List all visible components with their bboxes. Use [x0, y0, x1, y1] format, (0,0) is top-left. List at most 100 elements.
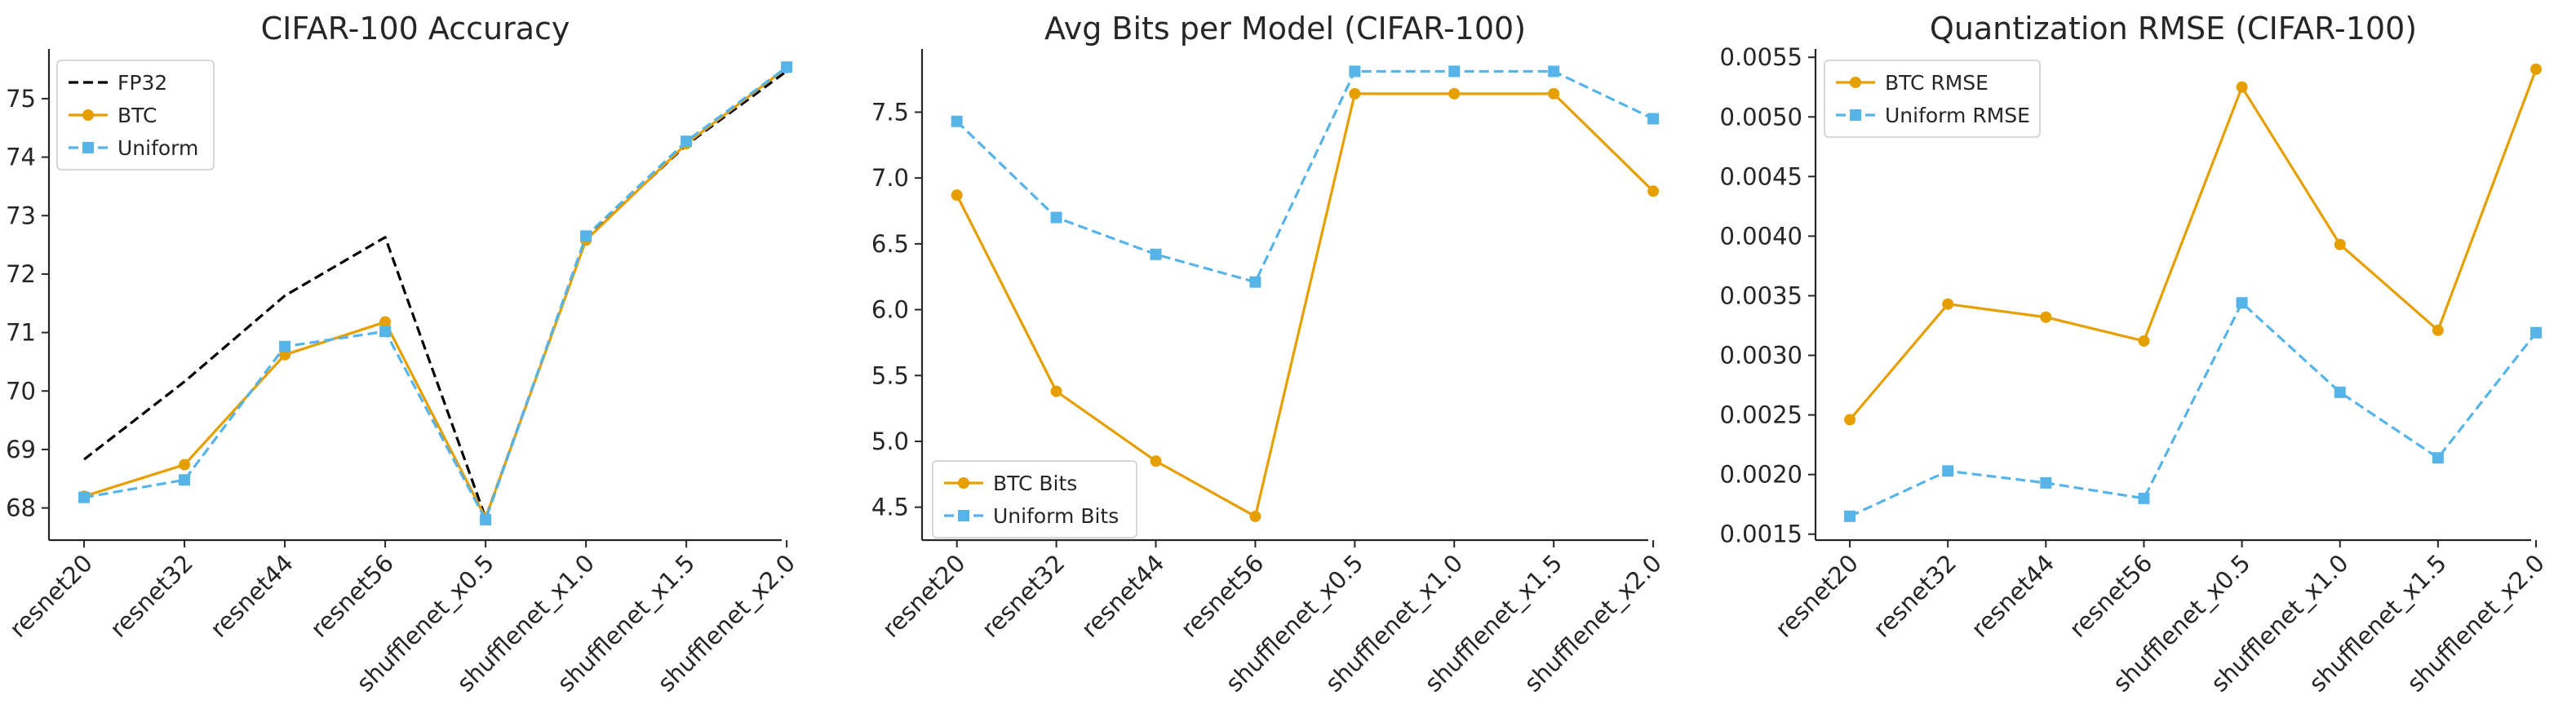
- x-tick-label: resnet56: [305, 549, 399, 643]
- data-point: [1548, 65, 1560, 78]
- y-tick-label: 69: [6, 436, 36, 463]
- y-tick-label: 7.5: [871, 98, 909, 126]
- series-uniform: [78, 61, 793, 525]
- data-point: [379, 316, 392, 328]
- y-tick-label: 73: [6, 202, 36, 229]
- series-line: [83, 65, 788, 521]
- series-line: [955, 69, 1654, 284]
- data-point: [1249, 510, 1261, 522]
- data-point: [1647, 113, 1660, 125]
- data-point: [2334, 238, 2346, 250]
- data-point: [1942, 298, 1954, 310]
- data-point: [1844, 414, 1856, 426]
- y-tick-label: 0.0045: [1720, 162, 1802, 190]
- data-point: [1349, 65, 1361, 78]
- legend-label: BTC Bits: [993, 472, 1077, 495]
- legend-label: Uniform Bits: [993, 504, 1119, 528]
- x-tick-label: resnet44: [205, 549, 299, 643]
- data-point: [1448, 65, 1461, 78]
- data-point: [1150, 455, 1162, 467]
- y-tick-label: 0.0020: [1720, 461, 1802, 489]
- x-tick-label: resnet20: [1770, 549, 1864, 643]
- data-point: [1249, 276, 1261, 288]
- series-line: [955, 92, 1655, 518]
- y-tick-label: 4.5: [871, 494, 909, 521]
- y-tick-label: 0.0030: [1720, 342, 1802, 370]
- legend-frame: [932, 460, 1137, 538]
- series-uniform-bits: [951, 65, 1660, 288]
- data-point: [1942, 465, 1954, 477]
- series-line: [1848, 69, 2538, 421]
- y-tick-label: 68: [6, 494, 36, 522]
- series-line: [83, 69, 788, 520]
- data-point: [2334, 386, 2346, 398]
- y-tick-label: 75: [6, 85, 36, 113]
- x-tick-label: resnet32: [1868, 549, 1962, 643]
- data-point: [1647, 185, 1660, 197]
- data-point: [2236, 297, 2248, 309]
- data-point: [1050, 385, 1062, 397]
- series-fp32: [83, 69, 788, 520]
- x-tick-label: resnet32: [104, 549, 198, 643]
- data-point: [2040, 311, 2052, 323]
- data-point: [951, 189, 963, 202]
- chart-panel-3: Quantization RMSE (CIFAR-100) 0.0015 0.002…: [1720, 11, 2550, 698]
- legend-marker: [958, 477, 969, 489]
- legend: BTC RMSE Uniform RMSE: [1824, 60, 2041, 138]
- data-point: [681, 135, 693, 148]
- legend-marker: [1850, 77, 1861, 88]
- data-point: [580, 230, 592, 242]
- data-point: [1349, 87, 1361, 100]
- data-point: [1448, 87, 1461, 100]
- y-tick-label: 0.0055: [1720, 43, 1802, 71]
- data-point: [2236, 81, 2248, 93]
- x-tick-label: resnet20: [877, 549, 971, 643]
- x-tick-label: resnet44: [1075, 549, 1169, 643]
- data-point: [1050, 211, 1062, 224]
- y-tick-label: 5.5: [871, 361, 909, 389]
- data-point: [480, 513, 492, 525]
- y-tick-label: 6.0: [871, 296, 909, 324]
- data-point: [2040, 476, 2052, 489]
- chart-title: Quantization RMSE (CIFAR-100): [1930, 11, 2417, 47]
- legend-frame: [56, 60, 215, 171]
- legend: FP32 BTC Uniform: [56, 60, 215, 171]
- legend-label: BTC: [117, 104, 157, 127]
- data-point: [2530, 63, 2543, 75]
- y-tick-label: 6.5: [871, 230, 909, 258]
- y-tick-label: 71: [6, 319, 36, 347]
- chart-panel-2: Avg Bits per Model (CIFAR-100) 4.5 5.0 5.5 6…: [871, 11, 1667, 698]
- data-point: [2432, 324, 2444, 336]
- data-point: [179, 474, 191, 486]
- series-btc-bits: [951, 87, 1660, 522]
- data-point: [179, 459, 191, 471]
- chart-panel-1: CIFAR-100 Accuracy 68 69 70 71 72 73 74 75 resnet…: [4, 11, 800, 698]
- data-point: [279, 340, 291, 352]
- series-line: [1849, 301, 2538, 518]
- data-point: [1150, 248, 1162, 260]
- legend-frame: [1824, 60, 2041, 138]
- series-line: [83, 66, 788, 520]
- data-point: [781, 61, 793, 73]
- chart-title: CIFAR-100 Accuracy: [261, 11, 570, 47]
- legend: BTC Bits Uniform Bits: [932, 460, 1137, 538]
- data-point: [379, 326, 392, 338]
- series-btc-rmse: [1844, 63, 2543, 426]
- x-tick-label: resnet32: [976, 549, 1070, 643]
- x-tick-label: resnet44: [1966, 549, 2059, 643]
- data-point: [1844, 510, 1856, 522]
- y-tick-label: 72: [6, 260, 36, 288]
- y-tick-label: 0.0015: [1720, 521, 1802, 548]
- y-tick-label: 0.0040: [1720, 222, 1802, 250]
- y-tick-label: 0.0025: [1720, 401, 1802, 429]
- data-point: [78, 491, 91, 503]
- legend-marker: [958, 510, 969, 521]
- y-tick-label: 5.0: [871, 428, 909, 455]
- x-tick-label: resnet20: [4, 549, 98, 643]
- legend-marker: [82, 109, 94, 121]
- legend-label: Uniform: [117, 136, 198, 160]
- legend-marker: [82, 142, 94, 153]
- legend-label: FP32: [117, 71, 167, 95]
- chart-title: Avg Bits per Model (CIFAR-100): [1044, 11, 1526, 47]
